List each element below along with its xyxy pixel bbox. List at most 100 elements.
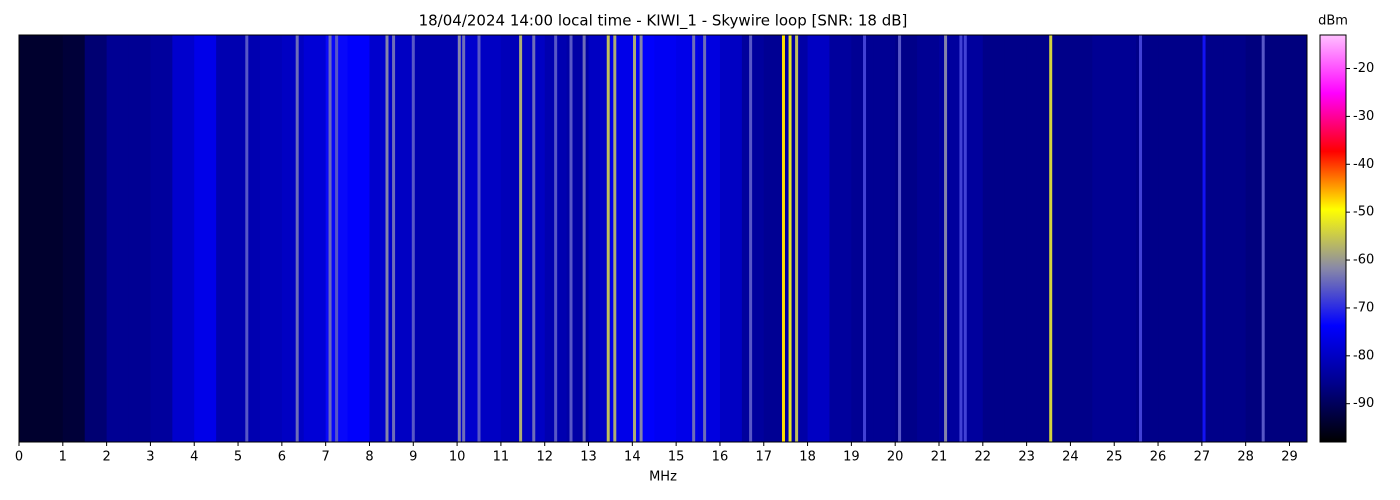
- band: [1179, 35, 1203, 442]
- x-tick-label: 21: [931, 450, 948, 465]
- band: [632, 35, 655, 442]
- band: [281, 35, 305, 442]
- x-tick-label: 27: [1194, 450, 1211, 465]
- x-tick-label: 26: [1150, 450, 1167, 465]
- carrier: [1139, 35, 1143, 442]
- band: [588, 35, 611, 442]
- carrier: [328, 35, 332, 442]
- band: [19, 35, 42, 442]
- band: [1158, 35, 1181, 442]
- carrier: [639, 35, 643, 442]
- colorbar-tick-label: -60: [1353, 253, 1374, 268]
- band: [676, 35, 699, 442]
- band: [698, 35, 721, 442]
- x-tick-label: 3: [146, 450, 154, 465]
- colorbar-tick-label: -90: [1353, 396, 1374, 411]
- carrier: [692, 35, 696, 442]
- band: [391, 35, 414, 442]
- band: [84, 35, 108, 442]
- colorbar-label: dBm: [1318, 14, 1348, 29]
- carrier: [411, 35, 415, 442]
- band: [1048, 35, 1071, 442]
- band: [150, 35, 173, 442]
- carrier: [1261, 35, 1265, 442]
- band: [763, 35, 787, 442]
- carrier: [385, 35, 389, 442]
- carrier: [392, 35, 396, 442]
- carrier: [606, 35, 610, 442]
- carrier: [295, 35, 299, 442]
- colorbar-tick-label: -40: [1353, 157, 1374, 172]
- band: [1070, 35, 1093, 442]
- band: [479, 35, 502, 442]
- band: [741, 35, 765, 442]
- x-tick-label: 4: [190, 450, 198, 465]
- band: [40, 35, 64, 442]
- x-tick-label: 29: [1281, 450, 1298, 465]
- band: [369, 35, 392, 442]
- carrier: [1049, 35, 1053, 442]
- x-tick-label: 6: [278, 450, 286, 465]
- band: [128, 35, 151, 442]
- x-tick-label: 19: [843, 450, 860, 465]
- carrier: [613, 35, 617, 442]
- carrier: [898, 35, 902, 442]
- band: [654, 35, 677, 442]
- carrier: [633, 35, 637, 442]
- band: [435, 35, 458, 442]
- band: [1201, 35, 1225, 442]
- colorbar: [1319, 34, 1347, 443]
- carrier: [462, 35, 466, 442]
- band: [1289, 35, 1307, 442]
- carrier: [863, 35, 867, 442]
- x-axis-label: MHz: [649, 470, 677, 485]
- x-tick-label: 10: [449, 450, 466, 465]
- band: [1004, 35, 1028, 442]
- band: [62, 35, 86, 442]
- plot-area: [19, 35, 1307, 442]
- band: [1092, 35, 1115, 442]
- carrier: [582, 35, 586, 442]
- carrier: [245, 35, 249, 442]
- x-tick-label: 15: [668, 450, 685, 465]
- chart-title: 18/04/2024 14:00 local time - KIWI_1 - S…: [419, 12, 908, 31]
- band: [807, 35, 830, 442]
- x-tick-label: 0: [15, 450, 23, 465]
- carrier: [1202, 35, 1206, 442]
- x-tick-label: 23: [1018, 450, 1035, 465]
- x-tick-label: 1: [59, 450, 67, 465]
- carrier: [788, 35, 792, 442]
- band: [851, 35, 874, 442]
- carrier: [959, 35, 963, 442]
- x-tick-label: 7: [322, 450, 330, 465]
- carrier: [963, 35, 967, 442]
- x-tick-label: 13: [580, 450, 597, 465]
- band: [1245, 35, 1269, 442]
- x-tick-label: 11: [493, 450, 510, 465]
- colorbar-tick-label: -80: [1353, 348, 1374, 363]
- band: [1114, 35, 1137, 442]
- carrier: [749, 35, 753, 442]
- carrier: [569, 35, 573, 442]
- band: [719, 35, 743, 442]
- x-tick-label: 12: [536, 450, 553, 465]
- carrier: [335, 35, 339, 442]
- band: [1267, 35, 1290, 442]
- x-tick-label: 24: [1062, 450, 1079, 465]
- band: [259, 35, 283, 442]
- carrier: [795, 35, 799, 442]
- x-tick-label: 28: [1237, 450, 1254, 465]
- band: [216, 35, 239, 442]
- band: [238, 35, 261, 442]
- colorbar-tick-label: -50: [1353, 205, 1374, 220]
- band: [347, 35, 370, 442]
- carrier: [532, 35, 536, 442]
- band: [303, 35, 327, 442]
- x-tick-label: 5: [234, 450, 242, 465]
- band: [917, 35, 940, 442]
- x-tick-label: 20: [887, 450, 904, 465]
- band: [1223, 35, 1247, 442]
- x-tick-label: 16: [712, 450, 729, 465]
- x-tick-label: 22: [975, 450, 992, 465]
